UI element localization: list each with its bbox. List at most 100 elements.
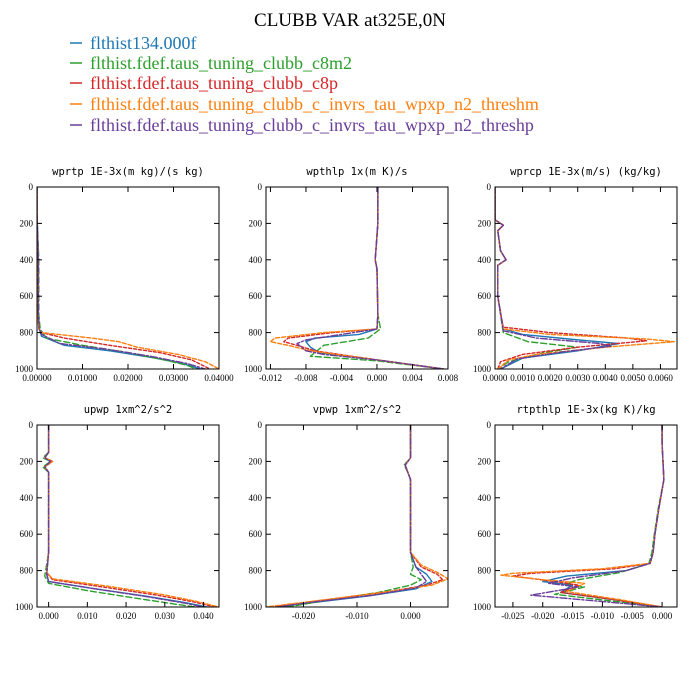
y-tick-label: 600: [478, 529, 492, 539]
y-tick-label: 600: [20, 291, 34, 301]
panel: upwp 1xm^2/s^2 0 200 400 600 800 1000 0.000 0.01…: [15, 404, 220, 621]
x-tick-label: -0.004: [330, 373, 354, 383]
legend-label: flthist.fdef.taus_tuning_clubb_c8m2: [90, 53, 352, 73]
y-tick-label: 200: [249, 456, 263, 466]
legend-entry: flthist.fdef.taus_tuning_clubb_c8m2: [70, 53, 352, 73]
x-tick-label: -0.008: [294, 373, 318, 383]
y-tick-label: 0: [258, 420, 263, 430]
x-tick-label: 0.000: [652, 611, 673, 621]
series-group: [495, 187, 675, 369]
series-line: [553, 425, 665, 607]
y-tick-label: 800: [20, 566, 34, 576]
x-tick-label: 0.02000: [113, 373, 143, 383]
plot-frame: [494, 186, 678, 370]
y-tick-label: 800: [20, 328, 34, 338]
panel-title: rtpthlp 1E-3x(kg K)/kg: [516, 404, 655, 416]
panel: vpwp 1xm^2/s^2 0 200 400 600 800 1000 -0.020 -0.…: [244, 404, 449, 621]
series-line: [276, 425, 428, 607]
legend-entry: flthist134.000f: [70, 33, 197, 53]
y-tick-label: 600: [20, 529, 34, 539]
x-tick-label: -0.025: [501, 611, 525, 621]
y-tick-label: 400: [249, 255, 263, 265]
x-tick-label: 0.01000: [68, 373, 98, 383]
x-tick-label: 0.000: [400, 611, 421, 621]
series-line: [286, 425, 422, 607]
series-line: [44, 425, 205, 607]
x-tick-label: 0.0020: [538, 373, 563, 383]
panel: rtpthlp 1E-3x(kg K)/kg02004006008001000-…: [473, 404, 678, 621]
y-tick-label: 0: [29, 182, 34, 192]
x-tick-label: 0.03000: [159, 373, 189, 383]
series-line: [542, 425, 665, 607]
legend-entry: flthist.fdef.taus_tuning_clubb_c_invrs_t…: [70, 115, 534, 135]
legend-label: flthist134.000f: [90, 33, 197, 53]
series-line: [305, 187, 445, 369]
x-tick-label: -0.010: [591, 611, 615, 621]
x-tick-label: -0.020: [531, 611, 555, 621]
panel: wpthlp 1x(m K)/s 0 200 400 600 800 1000-0.012 -…: [244, 166, 459, 383]
series-line: [37, 187, 207, 369]
x-tick-label: -0.010: [345, 611, 369, 621]
series-line: [495, 187, 620, 369]
y-tick-label: 1000: [473, 364, 492, 374]
series-line: [269, 187, 445, 369]
series-line: [530, 425, 665, 607]
y-tick-label: 600: [249, 529, 263, 539]
x-tick-label: 0.0010: [510, 373, 535, 383]
y-tick-label: 400: [478, 255, 492, 265]
panels: wprtp 1E-3x(m kg)/(s kg) 0 200 400 600 800 100…: [15, 166, 678, 621]
y-tick-label: 1000: [15, 364, 34, 374]
x-tick-label: 0.00000: [22, 373, 52, 383]
plot-frame: [265, 186, 449, 370]
x-tick-label: 0.010: [77, 611, 98, 621]
series-line: [270, 425, 444, 607]
series-line: [37, 187, 219, 369]
y-tick-label: 600: [478, 291, 492, 301]
series-group: [266, 425, 448, 607]
x-tick-label: 0.000: [38, 611, 59, 621]
series-line: [276, 425, 433, 607]
y-tick-label: 400: [249, 493, 263, 503]
x-tick-label: 0.040: [193, 611, 214, 621]
series-line: [44, 425, 209, 607]
panel-title: wprcp 1E-3x(m/s) (kg/kg): [510, 166, 662, 178]
y-tick-label: 800: [478, 566, 492, 576]
legend-label: flthist.fdef.taus_tuning_clubb_c8p: [90, 73, 338, 93]
legend-entry: flthist.fdef.taus_tuning_clubb_c8p: [70, 73, 338, 93]
panel-title: upwp 1xm^2/s^2: [84, 404, 173, 416]
x-tick-label: 0.000: [367, 373, 388, 383]
x-tick-label: -0.012: [259, 373, 282, 383]
series-line: [500, 425, 665, 607]
y-tick-label: 200: [249, 218, 263, 228]
series-group: [500, 425, 665, 607]
series-line: [44, 425, 219, 607]
y-tick-label: 0: [258, 182, 263, 192]
x-tick-label: 0.008: [438, 373, 459, 383]
panel: wprcp 1E-3x(m/s) (kg/kg) 0 200 400 600 800 100…: [473, 166, 678, 383]
legend: flthist134.000f flthist.fdef.taus_tuning…: [70, 33, 539, 135]
series-group: [42, 425, 219, 607]
x-tick-label: 0.020: [116, 611, 137, 621]
x-tick-label: 0.0050: [621, 373, 646, 383]
panel: wprtp 1E-3x(m kg)/(s kg) 0 200 400 600 800 100…: [15, 166, 234, 383]
series-group: [269, 187, 445, 369]
x-tick-label: -0.015: [561, 611, 585, 621]
y-tick-label: 400: [20, 493, 34, 503]
y-tick-label: 200: [478, 218, 492, 228]
x-tick-label: 0.0040: [593, 373, 618, 383]
series-line: [42, 425, 197, 607]
x-tick-label: 0.030: [155, 611, 176, 621]
y-tick-label: 200: [20, 456, 34, 466]
y-tick-label: 200: [478, 456, 492, 466]
legend-entry: flthist.fdef.taus_tuning_clubb_c_invrs_t…: [70, 94, 539, 114]
panel-title: vpwp 1xm^2/s^2: [313, 404, 402, 416]
y-tick-label: 600: [249, 291, 263, 301]
y-tick-label: 1000: [244, 602, 263, 612]
y-tick-label: 1000: [15, 602, 34, 612]
series-line: [37, 187, 211, 369]
plot-frame: [36, 424, 220, 608]
plot-frame: [494, 424, 678, 608]
series-line: [495, 187, 579, 369]
x-tick-label: -0.005: [621, 611, 645, 621]
